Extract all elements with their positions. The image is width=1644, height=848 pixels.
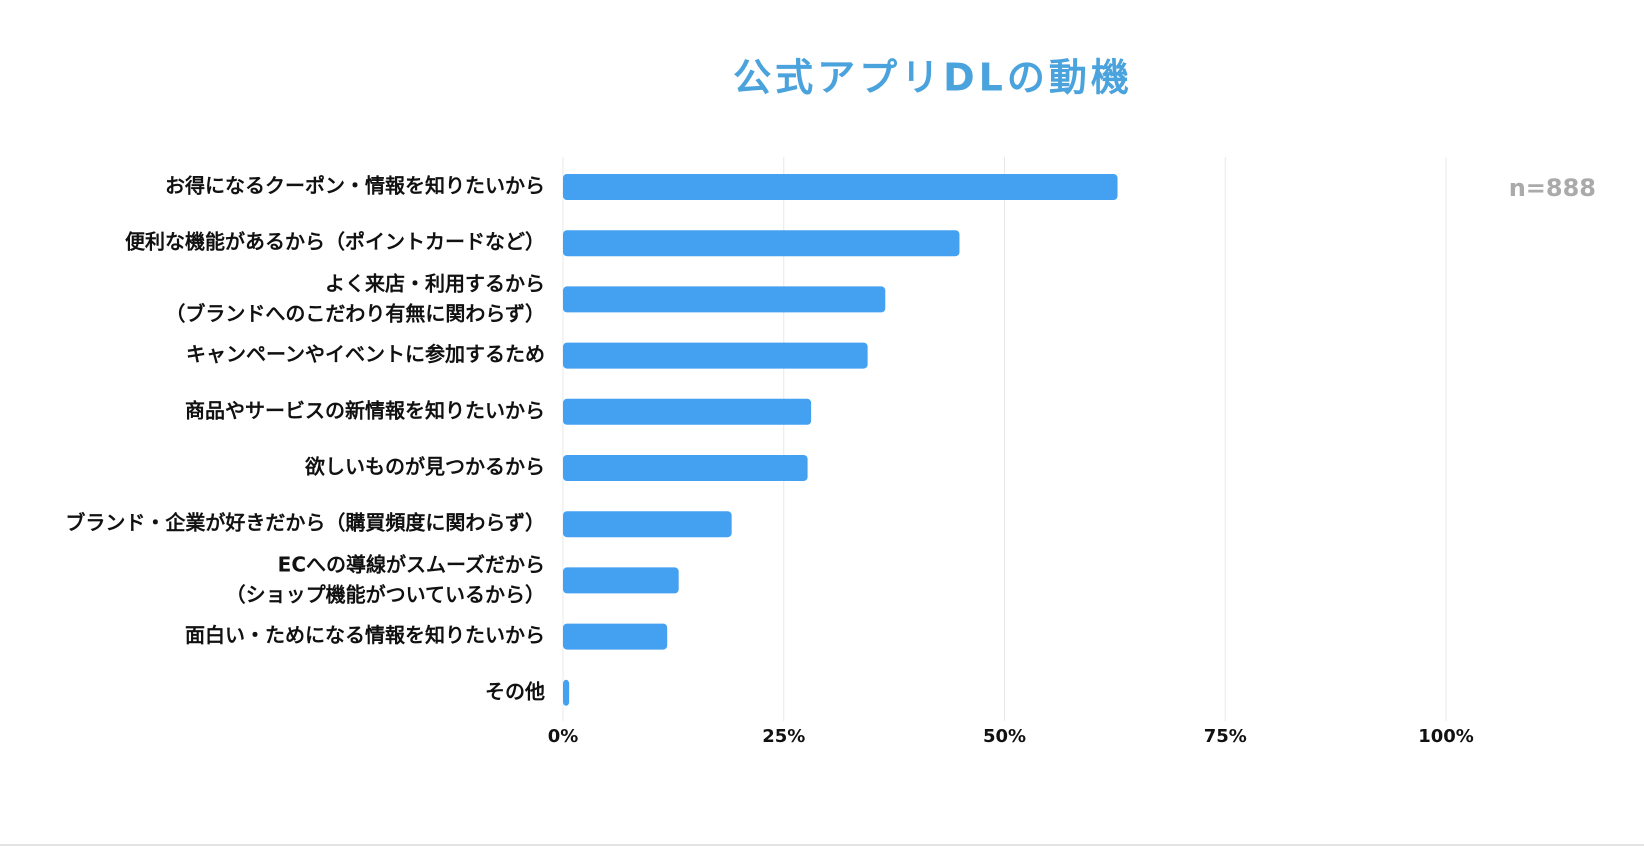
x-tick-label: 0% bbox=[548, 726, 579, 747]
y-tick-label: ブランド・企業が好きだから（購買頻度に関わらず） bbox=[65, 511, 545, 535]
bar bbox=[563, 342, 868, 369]
y-tick-label: 便利な機能があるから（ポイントカードなど） bbox=[125, 230, 545, 254]
bar bbox=[563, 511, 732, 538]
y-tick-label: ECへの導線がスムーズだから（ショップ機能がついているから） bbox=[226, 552, 545, 606]
bar bbox=[563, 230, 960, 257]
x-tick-label: 75% bbox=[1204, 726, 1247, 747]
y-tick-label: キャンペーンやイベントに参加するため bbox=[186, 342, 545, 366]
bar bbox=[563, 398, 812, 425]
bar bbox=[563, 286, 886, 313]
sample-size: n=888 bbox=[1509, 174, 1596, 202]
x-tick-label: 25% bbox=[762, 726, 805, 747]
x-tick-label: 50% bbox=[983, 726, 1026, 747]
y-tick-label: 商品やサービスの新情報を知りたいから bbox=[185, 398, 545, 422]
y-tick-label: よく来店・利用するから（ブランドへのこだわり有無に関わらず） bbox=[165, 271, 545, 325]
bar bbox=[563, 455, 808, 481]
y-tick-label: 面白い・ためになる情報を知りたいから bbox=[185, 623, 545, 647]
y-tick-label: その他 bbox=[485, 679, 545, 703]
bar bbox=[563, 679, 570, 706]
y-tick-label: 欲しいものが見つかるから bbox=[304, 455, 545, 479]
y-tick-label: お得になるクーポン・情報を知りたいから bbox=[165, 174, 545, 198]
bar bbox=[563, 567, 679, 594]
x-tick-label: 100% bbox=[1418, 726, 1474, 747]
bar bbox=[563, 623, 668, 650]
bar bbox=[563, 174, 1118, 200]
chart-title: 公式アプリDLの動機 bbox=[733, 56, 1133, 100]
